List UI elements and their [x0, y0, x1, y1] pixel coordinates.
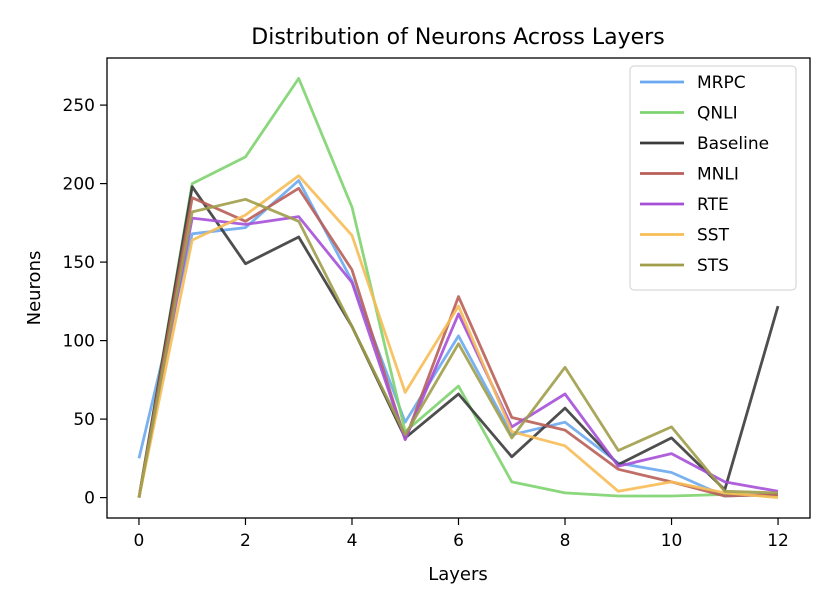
series-line-mrpc [137, 179, 779, 498]
x-tick-label: 6 [453, 531, 464, 551]
series-line-qnli [137, 77, 779, 498]
series-layer [137, 77, 780, 499]
x-tick-label: 8 [560, 531, 571, 551]
legend-label-sts: STS [697, 256, 729, 276]
x-axis-label: Layers [428, 564, 488, 585]
y-axis-label: Neurons [24, 251, 45, 326]
legend-label-qnli: QNLI [697, 104, 738, 124]
legend-label-baseline: Baseline [697, 134, 769, 154]
series-line-baseline [137, 185, 780, 498]
x-axis: 0 2 4 6 8 10 12 [134, 518, 789, 551]
y-tick-label: 0 [84, 489, 95, 509]
x-tick-label: 2 [240, 531, 251, 551]
legend-label-mnli: MNLI [697, 165, 739, 185]
x-tick-label: 0 [134, 531, 145, 551]
y-tick-label: 100 [63, 332, 95, 352]
legend-items: MRPC QNLI Baseline MNLI RTE SST STS [640, 73, 769, 276]
x-tick-label: 12 [767, 531, 789, 551]
y-tick-label: 250 [63, 96, 95, 116]
y-tick-label: 50 [73, 410, 95, 430]
chart-title: Distribution of Neurons Across Layers [251, 25, 664, 50]
series-line-sst [137, 174, 779, 499]
series-line-rte [137, 215, 779, 498]
y-tick-label: 150 [63, 253, 95, 273]
series-line-sts [137, 197, 779, 498]
legend-label-mrpc: MRPC [697, 73, 746, 93]
legend-label-rte: RTE [697, 195, 729, 215]
y-tick-label: 200 [63, 175, 95, 195]
legend-label-sst: SST [697, 226, 730, 246]
x-tick-label: 4 [347, 531, 358, 551]
y-axis: 0 50 100 150 200 250 [63, 96, 107, 509]
x-tick-label: 10 [661, 531, 683, 551]
legend: MRPC QNLI Baseline MNLI RTE SST STS [629, 65, 797, 291]
